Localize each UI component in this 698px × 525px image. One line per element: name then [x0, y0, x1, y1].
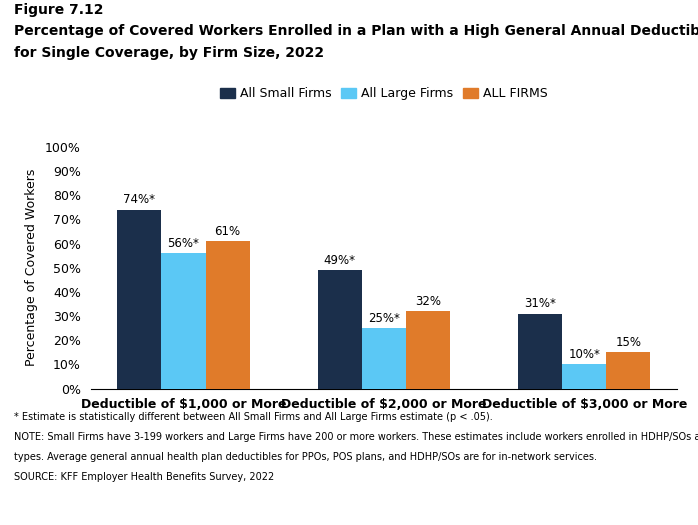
Text: 56%*: 56%* [168, 237, 200, 250]
Bar [161, 253, 205, 388]
Text: types. Average general annual health plan deductibles for PPOs, POS plans, and H: types. Average general annual health pla… [14, 452, 597, 462]
Text: 31%*: 31%* [524, 297, 556, 310]
Text: 25%*: 25%* [368, 311, 400, 324]
Text: NOTE: Small Firms have 3-199 workers and Large Firms have 200 or more workers. T: NOTE: Small Firms have 3-199 workers and… [14, 432, 698, 442]
Bar [563, 364, 607, 388]
Bar [518, 313, 563, 388]
Text: 32%: 32% [415, 295, 441, 308]
Bar [205, 241, 250, 388]
Text: 61%: 61% [214, 225, 241, 237]
Y-axis label: Percentage of Covered Workers: Percentage of Covered Workers [25, 169, 38, 366]
Text: 74%*: 74%* [124, 193, 156, 206]
Bar [362, 328, 406, 388]
Bar [318, 270, 362, 388]
Text: 10%*: 10%* [568, 348, 600, 361]
Legend: All Small Firms, All Large Firms, ALL FIRMS: All Small Firms, All Large Firms, ALL FI… [215, 82, 553, 106]
Text: for Single Coverage, by Firm Size, 2022: for Single Coverage, by Firm Size, 2022 [14, 46, 324, 60]
Text: Figure 7.12: Figure 7.12 [14, 3, 103, 17]
Text: SOURCE: KFF Employer Health Benefits Survey, 2022: SOURCE: KFF Employer Health Benefits Sur… [14, 472, 274, 482]
Bar [607, 352, 651, 388]
Bar [117, 210, 161, 388]
Text: Percentage of Covered Workers Enrolled in a Plan with a High General Annual Dedu: Percentage of Covered Workers Enrolled i… [14, 24, 698, 38]
Bar [406, 311, 450, 388]
Text: * Estimate is statistically different between All Small Firms and All Large Firm: * Estimate is statistically different be… [14, 412, 493, 422]
Text: 15%: 15% [616, 335, 641, 349]
Text: 49%*: 49%* [324, 254, 356, 267]
